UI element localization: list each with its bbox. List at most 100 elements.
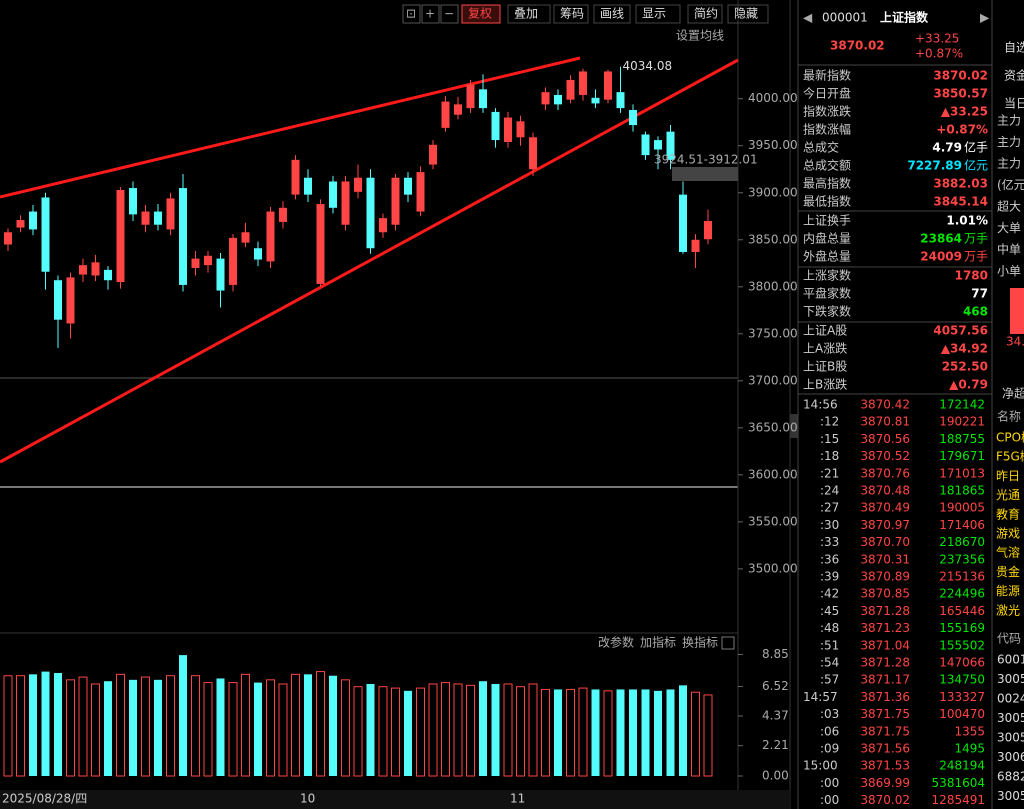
toolbar-button[interactable] <box>727 4 769 24</box>
indicator-button[interactable]: 改参数 <box>598 635 634 650</box>
stock-code[interactable]: 3005 <box>997 711 1024 725</box>
candle-body <box>416 172 425 212</box>
indicator-button[interactable]: 换指标 <box>682 635 718 650</box>
toolbar-button[interactable] <box>507 4 551 24</box>
sector-name[interactable]: 气溶 <box>996 545 1020 560</box>
candle-body <box>291 159 300 195</box>
close-button[interactable] <box>721 636 735 650</box>
candle-body <box>679 194 687 252</box>
code-header: 代码 <box>997 632 1021 646</box>
volume-bar <box>441 682 450 777</box>
side-tab[interactable]: 自选 <box>1004 41 1024 55</box>
stock-code[interactable]: 3005 <box>997 789 1024 803</box>
indicator-button[interactable]: 加指标 <box>640 635 676 650</box>
tick-time: :39 <box>820 570 839 584</box>
candle-body <box>316 204 325 284</box>
tick-price: 3870.89 <box>860 570 910 584</box>
collapse-handle[interactable] <box>790 414 798 438</box>
volume-bar <box>641 689 650 776</box>
stock-code[interactable]: 0024 <box>997 692 1024 706</box>
y-tick-label: 0.00 <box>762 769 789 783</box>
stat-label: 指数涨幅 <box>803 122 851 137</box>
nav-arrow[interactable]: ▶ <box>980 11 990 25</box>
ma-setting[interactable]: 设置均线 <box>676 29 724 43</box>
trend-line <box>0 58 739 464</box>
sector-name[interactable]: 激光 <box>996 603 1020 617</box>
stock-code[interactable]: 3006 <box>997 750 1024 764</box>
candle-body <box>229 237 237 285</box>
volume-bar <box>541 688 550 777</box>
volume-bar <box>16 675 25 777</box>
toolbar-button[interactable] <box>553 4 589 24</box>
candle-body <box>629 110 637 126</box>
sector-name[interactable]: 光通 <box>996 488 1020 502</box>
volume-bar <box>654 690 662 776</box>
net-label: 净超 <box>1002 386 1024 401</box>
volume-bar <box>254 682 262 776</box>
volume-bar <box>616 689 625 776</box>
volume-bar <box>503 683 513 777</box>
tick-volume: 248194 <box>939 759 985 773</box>
toolbar-button[interactable] <box>687 4 723 24</box>
sector-name[interactable]: CPO概 <box>996 431 1024 445</box>
toolbar-label: 显示 <box>642 7 666 21</box>
tick-price: 3869.99 <box>860 776 910 790</box>
volume-bar <box>703 694 713 777</box>
sector-name[interactable]: 贵金 <box>996 564 1020 579</box>
volume-bar <box>428 683 438 777</box>
side-tab[interactable]: 当日 <box>1004 97 1024 111</box>
sector-name[interactable]: F5G概 <box>996 450 1024 464</box>
candle-body <box>341 181 350 225</box>
stat-value: 252.50 <box>942 360 988 374</box>
toolbar-button[interactable] <box>461 4 501 24</box>
toolbar-label: 简约 <box>694 6 718 21</box>
stat-value: 24009 <box>920 250 962 264</box>
volume-bar <box>166 675 175 777</box>
volume-bar <box>666 689 675 776</box>
flow-bar <box>1010 288 1024 334</box>
tick-price: 3870.97 <box>860 518 910 532</box>
side-tab[interactable]: 资金 <box>1004 68 1024 83</box>
candle-body <box>404 177 412 195</box>
stat-label: 上证A股 <box>803 324 847 338</box>
stat-unit: 万手 <box>964 232 988 246</box>
y-tick-label: 4000.00 <box>748 91 798 105</box>
candle-body <box>91 262 100 276</box>
candle-body <box>279 207 287 222</box>
stock-code[interactable]: 6001 <box>997 653 1024 667</box>
minus-icon: − <box>444 7 454 21</box>
stock-code[interactable]: 6882 <box>997 770 1024 784</box>
stat-value: 4.79 <box>932 141 962 155</box>
tick-time: :27 <box>820 501 839 515</box>
tick-time: :54 <box>820 656 839 670</box>
sector-name[interactable]: 教育 <box>996 506 1020 521</box>
tick-time: 14:56 <box>803 398 838 412</box>
tick-price: 3871.04 <box>860 638 910 652</box>
volume-bar <box>603 690 613 777</box>
stat-unit: 亿手 <box>964 140 988 155</box>
tick-price: 3870.02 <box>860 793 910 807</box>
toolbar-button[interactable] <box>635 4 681 24</box>
candle-body <box>466 84 475 109</box>
tick-volume: 1355 <box>954 724 985 738</box>
candle-body <box>54 280 62 320</box>
tick-time: :00 <box>820 793 839 807</box>
sector-name[interactable]: 昨日 <box>996 469 1020 483</box>
toolbar-button[interactable] <box>593 4 631 24</box>
tick-price: 3870.76 <box>860 466 910 480</box>
sector-name[interactable]: 游戏 <box>996 527 1020 541</box>
candle-body <box>391 177 400 225</box>
sector-name[interactable]: 能源 <box>996 584 1020 598</box>
stat-label: 上证换手 <box>803 214 851 228</box>
tick-time: :42 <box>820 587 839 601</box>
volume-bar <box>91 683 100 777</box>
stat-value: 3850.57 <box>933 87 988 101</box>
lock-button[interactable] <box>402 4 421 24</box>
stock-code[interactable]: 3005 <box>997 731 1024 745</box>
plus-icon: + <box>425 7 435 21</box>
stat-unit: 亿元 <box>964 158 988 173</box>
zoom-out[interactable] <box>440 4 459 24</box>
zoom-in[interactable] <box>421 4 440 24</box>
stock-code[interactable]: 3005 <box>997 672 1024 686</box>
nav-arrow[interactable]: ◀ <box>803 11 813 25</box>
